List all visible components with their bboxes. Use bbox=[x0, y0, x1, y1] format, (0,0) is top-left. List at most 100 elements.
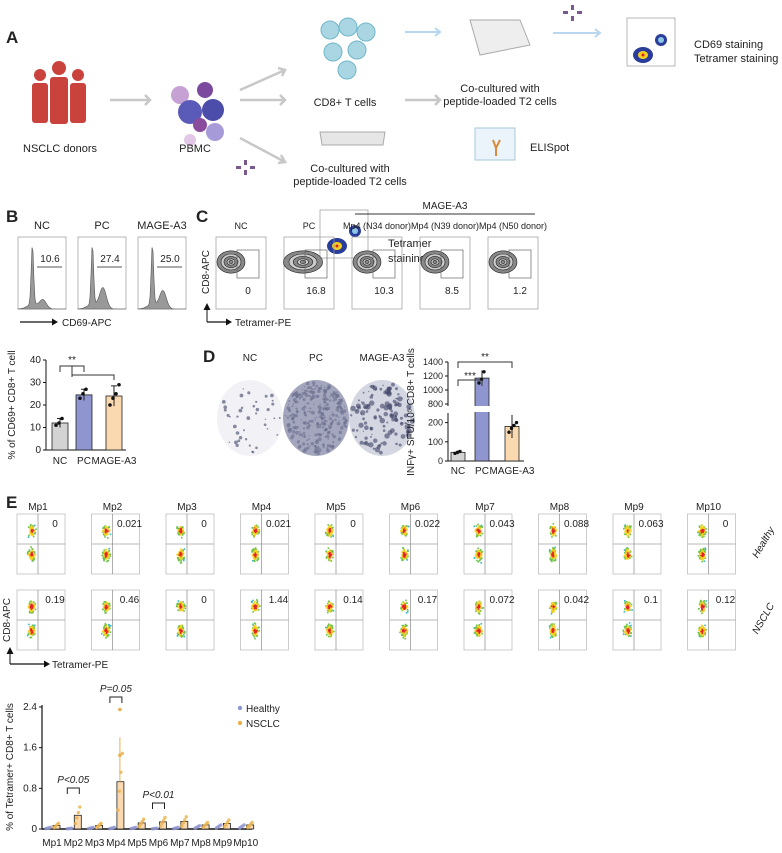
event-dot bbox=[400, 631, 403, 634]
event-dot bbox=[29, 526, 32, 529]
event-dot bbox=[178, 528, 181, 531]
event-dot bbox=[479, 555, 482, 558]
event-dot bbox=[329, 549, 331, 551]
event-dot bbox=[179, 554, 181, 556]
event-dot bbox=[704, 556, 706, 558]
event-dot bbox=[624, 531, 627, 534]
spot bbox=[264, 418, 267, 420]
event-dot bbox=[705, 628, 707, 631]
data-point bbox=[81, 391, 85, 396]
event-dot bbox=[549, 605, 552, 608]
event-dot bbox=[701, 533, 703, 536]
x-tick-label: Mp8 bbox=[191, 838, 211, 849]
spot bbox=[332, 396, 335, 399]
event-dot bbox=[476, 559, 478, 562]
event-dot bbox=[477, 554, 480, 557]
event-dot bbox=[625, 530, 627, 533]
event-dot bbox=[477, 602, 480, 605]
spot bbox=[400, 434, 406, 439]
event-dot bbox=[329, 626, 332, 629]
x-tick-label: Mp4 bbox=[106, 838, 126, 849]
peptide-header: Mp6 bbox=[401, 502, 421, 513]
tetramer-label-2: staining bbox=[388, 253, 426, 265]
event-dot bbox=[553, 608, 555, 610]
spot bbox=[291, 416, 295, 419]
bar bbox=[116, 781, 125, 830]
data-point bbox=[108, 403, 112, 407]
spot bbox=[291, 405, 294, 408]
event-dot bbox=[400, 532, 403, 534]
event-dot bbox=[256, 606, 259, 609]
gate-value: 16.8 bbox=[306, 286, 326, 297]
spot bbox=[370, 393, 374, 397]
event-dot bbox=[182, 529, 184, 532]
peptide-header: Mp7 bbox=[475, 502, 495, 513]
event-dot bbox=[401, 608, 404, 611]
spot bbox=[342, 416, 347, 421]
event-dot bbox=[30, 632, 33, 635]
event-dot bbox=[109, 553, 111, 556]
event-dot bbox=[554, 602, 556, 604]
event-dot bbox=[255, 529, 258, 532]
event-dot bbox=[29, 528, 32, 531]
event-dot bbox=[700, 554, 702, 557]
event-dot bbox=[179, 550, 182, 553]
x-tick-label: NC bbox=[451, 466, 465, 477]
event-dot bbox=[401, 633, 404, 636]
x-tick-label: Mp6 bbox=[149, 838, 169, 849]
event-dot bbox=[108, 607, 110, 610]
event-dot bbox=[31, 631, 33, 634]
event-dot bbox=[476, 601, 479, 604]
x-tick-label: Mp5 bbox=[127, 838, 147, 849]
spot bbox=[298, 393, 302, 397]
spot bbox=[248, 444, 251, 447]
event-dot bbox=[624, 601, 626, 604]
event-dot bbox=[403, 602, 405, 605]
spot bbox=[326, 434, 330, 439]
event-dot bbox=[405, 633, 408, 635]
event-dot bbox=[107, 526, 110, 529]
event-dot bbox=[327, 524, 329, 526]
event-dot bbox=[331, 528, 334, 531]
event-dot bbox=[255, 527, 257, 530]
event-dot bbox=[402, 558, 405, 560]
spot bbox=[271, 399, 274, 402]
event-dot bbox=[401, 529, 403, 531]
event-dot bbox=[31, 551, 33, 554]
quadrant-value: 0.022 bbox=[415, 519, 440, 530]
event-dot bbox=[477, 625, 480, 628]
event-dot bbox=[107, 631, 110, 634]
event-dot bbox=[252, 534, 255, 537]
event-dot bbox=[557, 628, 559, 631]
event-dot bbox=[401, 527, 404, 530]
event-dot bbox=[106, 556, 109, 559]
event-dot bbox=[701, 603, 703, 606]
spot bbox=[316, 425, 320, 429]
event-dot bbox=[329, 634, 331, 637]
event-dot bbox=[553, 635, 555, 637]
event-dot bbox=[552, 547, 554, 549]
event-dot bbox=[30, 547, 33, 550]
spot bbox=[365, 404, 371, 410]
quadrant-value: 1.44 bbox=[269, 595, 289, 606]
event-dot bbox=[704, 632, 706, 634]
event-dot bbox=[105, 548, 107, 551]
spot bbox=[362, 391, 365, 394]
event-dot bbox=[473, 525, 476, 528]
event-dot bbox=[176, 526, 179, 528]
event-dot bbox=[402, 525, 404, 527]
event-dot bbox=[479, 551, 482, 554]
spot bbox=[304, 433, 306, 436]
event-dot bbox=[702, 534, 704, 537]
data-point bbox=[76, 810, 81, 815]
event-dot bbox=[30, 608, 33, 610]
event-dot bbox=[107, 554, 110, 557]
event-dot bbox=[105, 603, 107, 605]
event-dot bbox=[105, 626, 107, 628]
donors-label: NSCLC donors bbox=[23, 143, 97, 155]
event-dot bbox=[181, 531, 184, 533]
event-dot bbox=[251, 632, 254, 635]
event-dot bbox=[403, 550, 405, 553]
event-dot bbox=[326, 634, 328, 636]
